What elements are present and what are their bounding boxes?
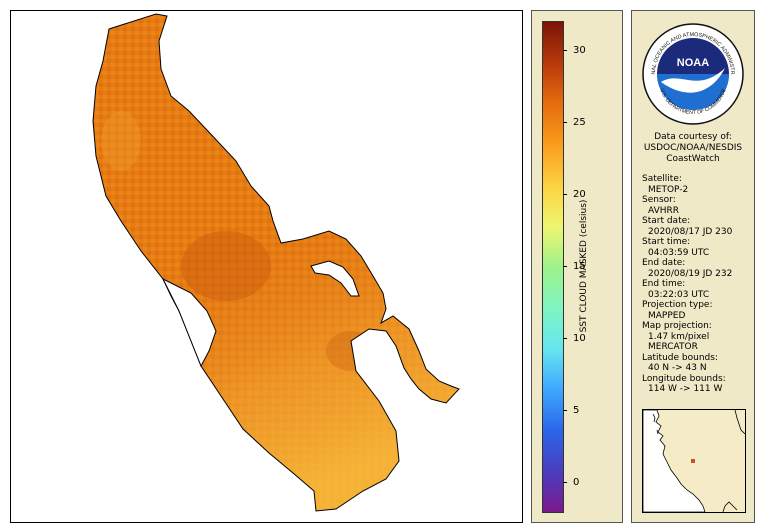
tick-mark <box>563 338 567 340</box>
sst-field <box>92 13 460 512</box>
colorbar-title: SST CLOUD MASKED (celsius) <box>579 199 589 333</box>
end-date-label: End date: <box>642 258 686 268</box>
latitude-bounds-value: 40 N -> 43 N <box>648 363 707 373</box>
tick-label: 25 <box>573 116 586 128</box>
tick-mark <box>563 482 567 484</box>
colorbar-tick: 20 <box>563 189 603 201</box>
locator-coastline <box>643 410 745 512</box>
data-courtesy: Data courtesy of: USDOC/NOAA/NESDIS Coas… <box>632 132 754 165</box>
tick-label: 20 <box>573 188 586 200</box>
tick-label: 10 <box>573 333 586 345</box>
satellite-label: Satellite: <box>642 174 682 184</box>
courtesy-line: Data courtesy of: <box>654 132 732 142</box>
end-time-value: 03:22:03 UTC <box>648 289 710 300</box>
map-projection-value: 1.47 km/pixel <box>648 331 710 342</box>
svg-text:NOAA: NOAA <box>677 57 709 69</box>
lake-map <box>92 13 460 512</box>
colorbar-tick: 15 <box>563 261 603 273</box>
start-time-value: 04:03:59 UTC <box>648 247 710 258</box>
longitude-bounds-value: 114 W -> 111 W <box>648 384 723 394</box>
colorbar-tick: 0 <box>563 477 603 489</box>
tick-mark <box>563 121 567 123</box>
map-projection-name: MERCATOR <box>648 342 698 352</box>
sensor-label: Sensor: <box>642 195 676 205</box>
colorbar-tick: 5 <box>563 405 603 417</box>
courtesy-line: CoastWatch <box>666 154 720 164</box>
metadata-list: Satellite: METOP-2 Sensor: AVHRR Start d… <box>642 174 752 395</box>
satellite-value: METOP-2 <box>648 184 689 195</box>
island-landmass <box>310 260 360 297</box>
colorbar-tick: 25 <box>563 117 603 129</box>
start-date-label: Start date: <box>642 216 691 226</box>
tick-mark <box>563 410 567 412</box>
tick-label: 5 <box>573 405 580 417</box>
map-panel <box>10 10 523 523</box>
start-time-label: Start time: <box>642 237 691 247</box>
tick-label: 30 <box>573 44 586 56</box>
start-date-value: 2020/08/17 JD 230 <box>648 226 733 237</box>
colorbar-panel: 0 5 10 15 20 25 30 SST CLOUD MASKED (celsius) <box>531 10 623 523</box>
end-date-value: 2020/08/19 JD 232 <box>648 268 733 279</box>
peninsula-landmass <box>161 277 217 368</box>
map-projection-label: Map projection: <box>642 321 712 331</box>
longitude-bounds-label: Longitude bounds: <box>642 373 726 384</box>
tick-label: 0 <box>573 477 580 489</box>
locator-region-marker <box>691 459 695 463</box>
tick-mark <box>563 193 567 195</box>
colorbar-tick: 10 <box>563 333 603 345</box>
end-time-label: End time: <box>642 279 686 289</box>
locator-map <box>642 409 746 513</box>
projection-type-label: Projection type: <box>642 300 713 310</box>
colorbar-gradient <box>542 21 564 513</box>
courtesy-line: USDOC/NOAA/NESDIS <box>643 143 743 153</box>
colorbar-ticks: 0 5 10 15 20 25 30 <box>563 21 603 513</box>
projection-type-value: MAPPED <box>648 310 686 321</box>
tick-label: 15 <box>573 261 586 272</box>
tick-mark <box>563 266 567 267</box>
colorbar-tick: 30 <box>563 45 603 57</box>
sensor-value: AVHRR <box>648 205 680 216</box>
noaa-logo: NOAA NATIONAL OCEANIC AND ATMOSPHERIC AD… <box>641 22 744 125</box>
info-panel: NOAA NATIONAL OCEANIC AND ATMOSPHERIC AD… <box>631 10 755 523</box>
latitude-bounds-label: Latitude bounds: <box>642 352 718 363</box>
tick-mark <box>563 49 567 51</box>
